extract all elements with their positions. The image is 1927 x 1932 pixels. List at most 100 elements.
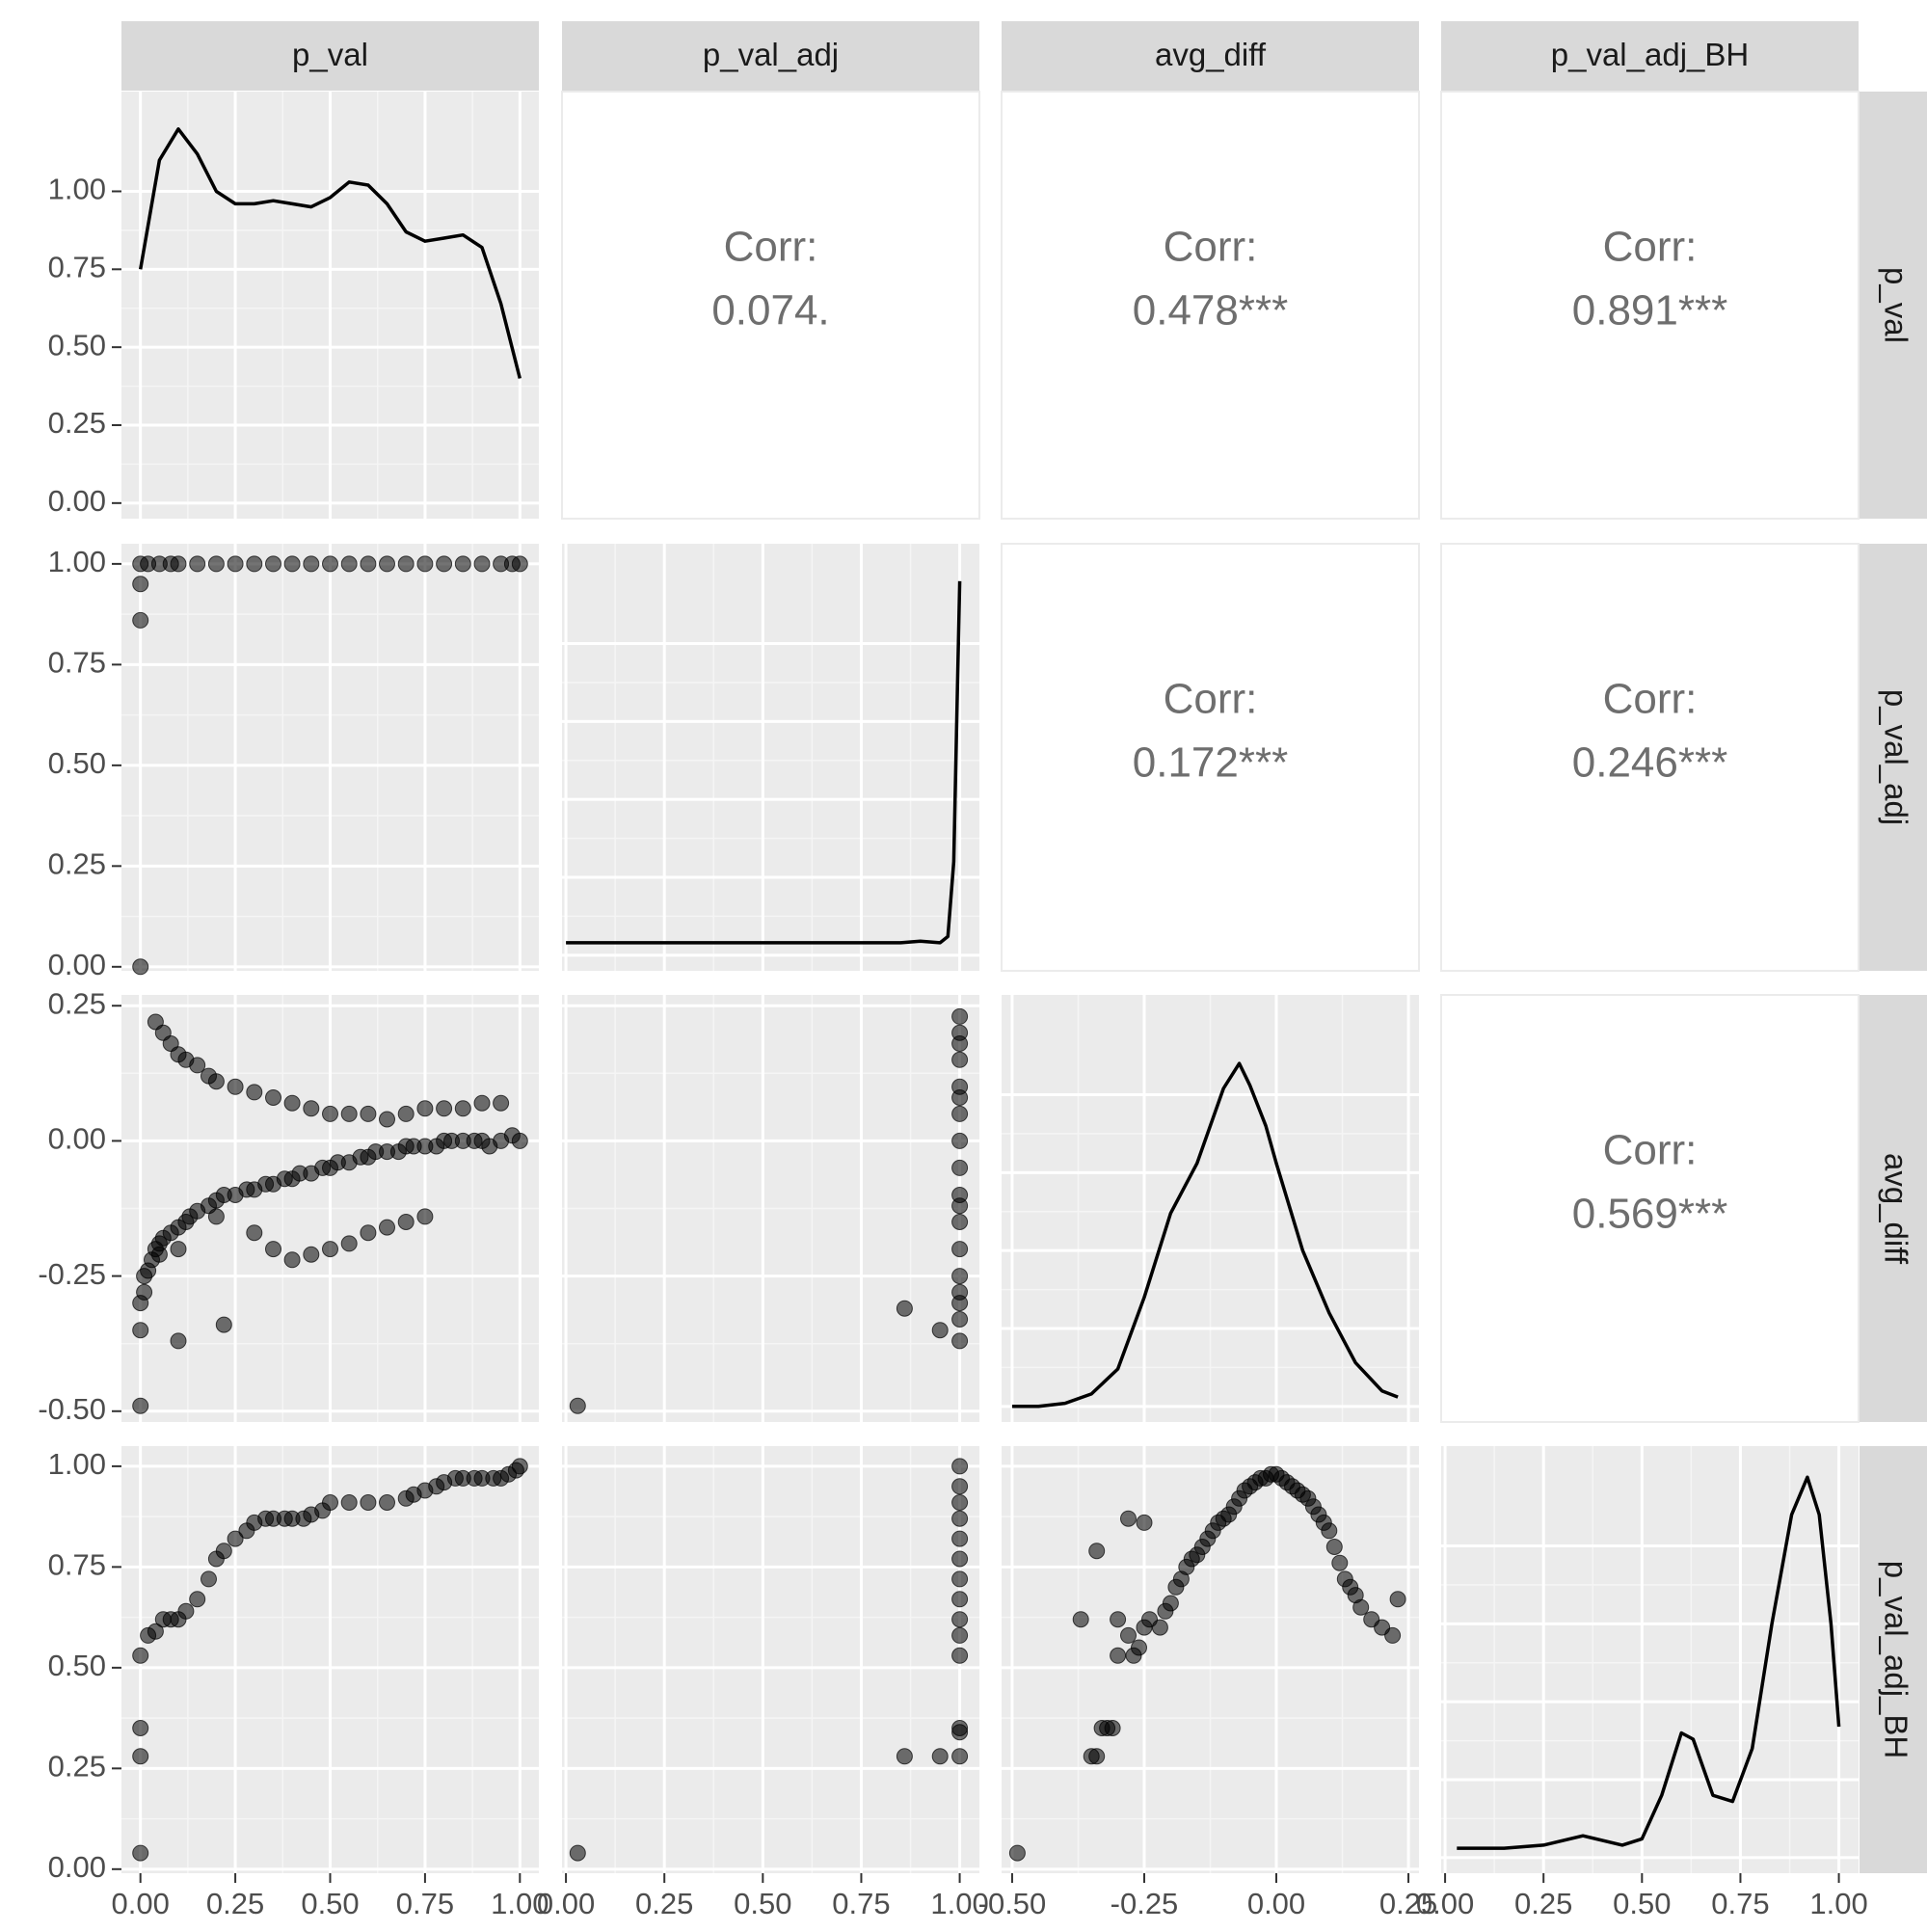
- row-strip-avg_diff: avg_diff: [1860, 995, 1927, 1422]
- x-tick-label: -0.25: [1111, 1887, 1179, 1920]
- scatter-point: [132, 1397, 149, 1414]
- x-tick-label: 0.25: [206, 1887, 264, 1920]
- y-tick-label: 1.00: [48, 545, 106, 578]
- panel-p_val-vs-p_val_adj_BH: Corr: 0.891***: [1440, 91, 1860, 520]
- x-tick-label: -0.50: [978, 1887, 1047, 1920]
- x-tick-label: 0.50: [734, 1887, 791, 1920]
- scatter-point: [951, 1089, 969, 1106]
- scatter-point: [951, 1570, 969, 1588]
- column-strip-bg: [1441, 21, 1859, 91]
- column-strip-bg: [121, 21, 539, 91]
- row-strip-bg: [1860, 92, 1927, 519]
- scatter-point: [1162, 1595, 1179, 1612]
- scatter-point: [322, 555, 338, 573]
- corr-value: 0.246***: [1572, 739, 1727, 787]
- y-tick-label: 0.75: [48, 1548, 106, 1582]
- scatter-point: [951, 1748, 969, 1765]
- scatter-point: [473, 555, 491, 573]
- scatter-point: [340, 1105, 358, 1122]
- y-tick-label: 0.75: [48, 251, 106, 284]
- x-tick-label: 1.00: [491, 1887, 549, 1920]
- scatter-point: [1325, 1539, 1343, 1555]
- scatter-point: [951, 1035, 969, 1052]
- corr-panel-bg: [1440, 91, 1860, 520]
- y-tick-label: 0.50: [48, 328, 106, 362]
- y-tick-label: 0.50: [48, 746, 106, 780]
- scatter-point: [132, 958, 149, 976]
- row-strip-p_val_adj_BH: p_val_adj_BH: [1860, 1446, 1927, 1873]
- scatter-point: [132, 1844, 149, 1862]
- scatter-point: [951, 1611, 969, 1628]
- scatter-point: [340, 1494, 358, 1511]
- y-tick-label: 0.50: [48, 1649, 106, 1682]
- scatter-point: [951, 1283, 969, 1301]
- scatter-point: [951, 1311, 969, 1328]
- scatter-point: [170, 1332, 187, 1350]
- scatter-point: [340, 555, 358, 573]
- y-tick-label: 0.00: [48, 1122, 106, 1156]
- y-tick-label: 0.25: [48, 406, 106, 440]
- row-strip-label: p_val_adj_BH: [1878, 1561, 1914, 1758]
- panel-p_val-vs-p_val: [121, 92, 539, 519]
- scatter-point: [511, 1132, 528, 1149]
- y-tick-label: 0.00: [48, 948, 106, 981]
- scatter-point: [189, 555, 206, 573]
- scatter-point: [207, 1208, 225, 1225]
- scatter-point: [303, 1100, 320, 1117]
- row-strip-p_val_adj: p_val_adj: [1860, 544, 1927, 971]
- scatter-point: [1110, 1611, 1127, 1628]
- scatter-point: [511, 1458, 528, 1475]
- scatter-point: [1088, 1543, 1106, 1560]
- panel-avg_diff-vs-p_val_adj: [562, 995, 979, 1422]
- scatter-point: [303, 1246, 320, 1263]
- scatter-point: [397, 1214, 415, 1230]
- scatter-point: [379, 555, 395, 573]
- scatter-point: [569, 1397, 586, 1414]
- scatter-point: [227, 1078, 244, 1095]
- scatter-point: [189, 1057, 206, 1074]
- scatter-point: [454, 1100, 471, 1117]
- y-tick-label: 0.00: [48, 1850, 106, 1884]
- scatter-point: [416, 1100, 434, 1117]
- scatter-point: [951, 1478, 969, 1495]
- panel-p_val_adj_BH-vs-avg_diff: [1002, 1446, 1419, 1873]
- panel-p_val_adj-vs-p_val: [121, 544, 539, 976]
- column-strip-label: p_val: [292, 37, 368, 72]
- corr-label: Corr:: [1603, 676, 1698, 723]
- scatter-point: [951, 1550, 969, 1568]
- x-tick-label: 1.00: [930, 1887, 988, 1920]
- scatter-point: [136, 1283, 153, 1301]
- x-axis-avg_diff: -0.50 -0.25 0.00 0.25: [978, 1873, 1437, 1920]
- x-tick-label: 0.00: [112, 1887, 170, 1920]
- scatter-point: [511, 555, 528, 573]
- density-line: [566, 580, 962, 945]
- scatter-point: [1088, 1748, 1106, 1765]
- scatter-point: [379, 1111, 395, 1128]
- scatter-point: [1352, 1598, 1370, 1616]
- x-tick-label: 0.75: [832, 1887, 890, 1920]
- density-line: [1012, 1061, 1399, 1409]
- scatter-point: [397, 555, 415, 573]
- row-strip-p_val: p_val: [1860, 92, 1927, 519]
- x-tick-label: 0.00: [1416, 1887, 1474, 1920]
- scatter-point: [436, 555, 453, 573]
- scatter-point: [1110, 1647, 1127, 1664]
- y-axis-p_val_adj_BH: 0.00 0.25 0.50 0.75 1.00: [48, 1447, 121, 1884]
- density-line: [1457, 1475, 1841, 1850]
- scatter-point: [265, 1089, 281, 1106]
- scatter-point: [170, 555, 187, 573]
- panel-avg_diff-vs-avg_diff: [1002, 995, 1419, 1422]
- scatter-point: [379, 1219, 395, 1236]
- column-strip-avg_diff: avg_diff: [1002, 21, 1419, 91]
- density-line: [138, 127, 522, 379]
- scatter-point: [1104, 1720, 1121, 1736]
- scatter-point: [569, 1844, 586, 1862]
- panel-bg: [562, 1446, 979, 1873]
- panel-p_val_adj-vs-avg_diff: Corr: 0.172***: [1001, 543, 1420, 972]
- scatter-point: [132, 1720, 149, 1736]
- x-axis-p_val_adj_BH: 0.00 0.25 0.50 0.75 1.00: [1416, 1873, 1868, 1920]
- scatter-point: [951, 1132, 969, 1149]
- scatter-point: [951, 1510, 969, 1527]
- corr-value: 0.478***: [1133, 287, 1288, 335]
